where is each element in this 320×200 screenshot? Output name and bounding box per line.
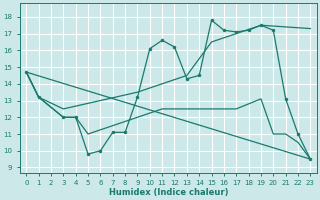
X-axis label: Humidex (Indice chaleur): Humidex (Indice chaleur) (108, 188, 228, 197)
